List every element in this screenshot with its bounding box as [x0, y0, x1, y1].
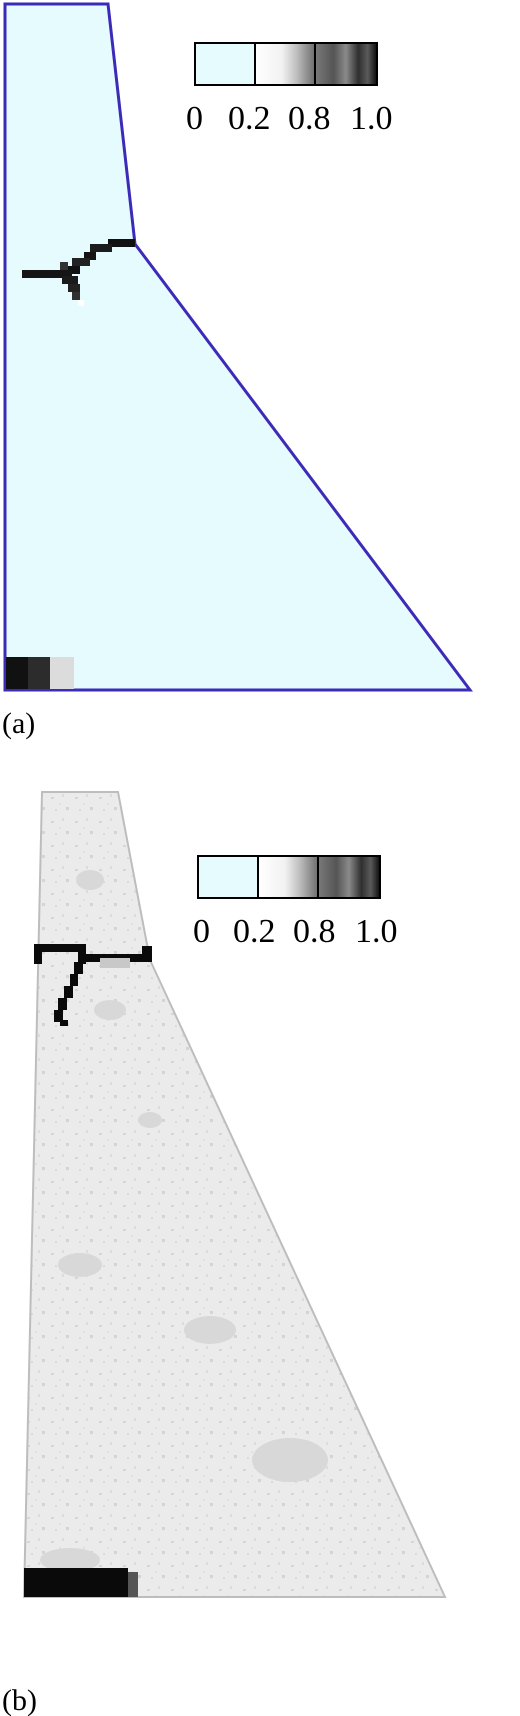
panel-b-label: (b) [2, 1684, 37, 1716]
panel-a-colorbar [194, 42, 378, 86]
panel-a: 0 0.2 0.8 1.0 (a) [2, 2, 474, 740]
panel-a-tick-2: 0.8 [288, 100, 331, 137]
panel-b-tick-3: 1.0 [355, 913, 398, 950]
panel-b-heel-damage [24, 1568, 138, 1597]
panel-a-tick-3: 1.0 [350, 100, 393, 137]
panel-b-crack-halo [100, 958, 130, 968]
panel-a-crack [22, 239, 135, 306]
panel-b-tick-0: 0 [193, 913, 210, 950]
panel-b-dam-body [22, 791, 447, 1598]
panel-b-speckle-patches [40, 870, 328, 1572]
panel-a-tick-1: 0.2 [228, 100, 271, 137]
panel-b: 0 0.2 0.8 1.0 (b) [2, 791, 447, 1716]
panel-a-tick-0: 0 [186, 100, 203, 137]
panel-b-tick-1: 0.2 [233, 913, 276, 950]
panel-a-heel-damage [6, 657, 74, 689]
panel-b-colorbar [197, 855, 381, 899]
panel-a-label: (a) [2, 707, 35, 740]
panel-a-dam-body [3, 2, 474, 692]
panel-b-tick-2: 0.8 [293, 913, 336, 950]
